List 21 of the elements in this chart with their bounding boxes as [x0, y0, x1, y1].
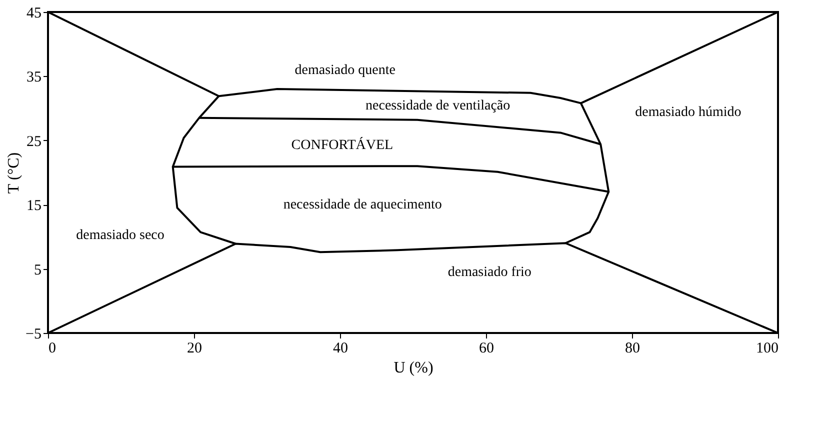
y-tick-label: 25: [26, 134, 42, 150]
x-tick-label: 20: [187, 340, 202, 356]
annotation: demasiado frio: [448, 265, 532, 280]
y-tick-label: 45: [26, 6, 42, 22]
y-tick-label: −5: [26, 326, 42, 342]
x-tick-label: 80: [625, 340, 640, 356]
annotation: necessidade de aquecimento: [283, 198, 442, 213]
x-tick-label: 100: [756, 340, 778, 356]
annotation: demasiado seco: [76, 228, 164, 243]
y-axis-title: T (°C): [6, 152, 23, 194]
x-tick-label: 0: [48, 340, 56, 356]
y-tick-label: 15: [26, 198, 42, 214]
x-tick-label: 60: [479, 340, 494, 356]
y-tick-label: 35: [26, 70, 42, 86]
annotation: demasiado quente: [294, 62, 396, 78]
annotation: necessidade de ventilação: [366, 98, 510, 114]
annotation: demasiado húmido: [635, 105, 742, 120]
y-tick-label: 5: [34, 262, 42, 278]
x-tick-label: 40: [333, 340, 348, 356]
x-axis-title: U (%): [394, 360, 434, 376]
annotation: CONFORTÁVEL: [291, 136, 394, 153]
